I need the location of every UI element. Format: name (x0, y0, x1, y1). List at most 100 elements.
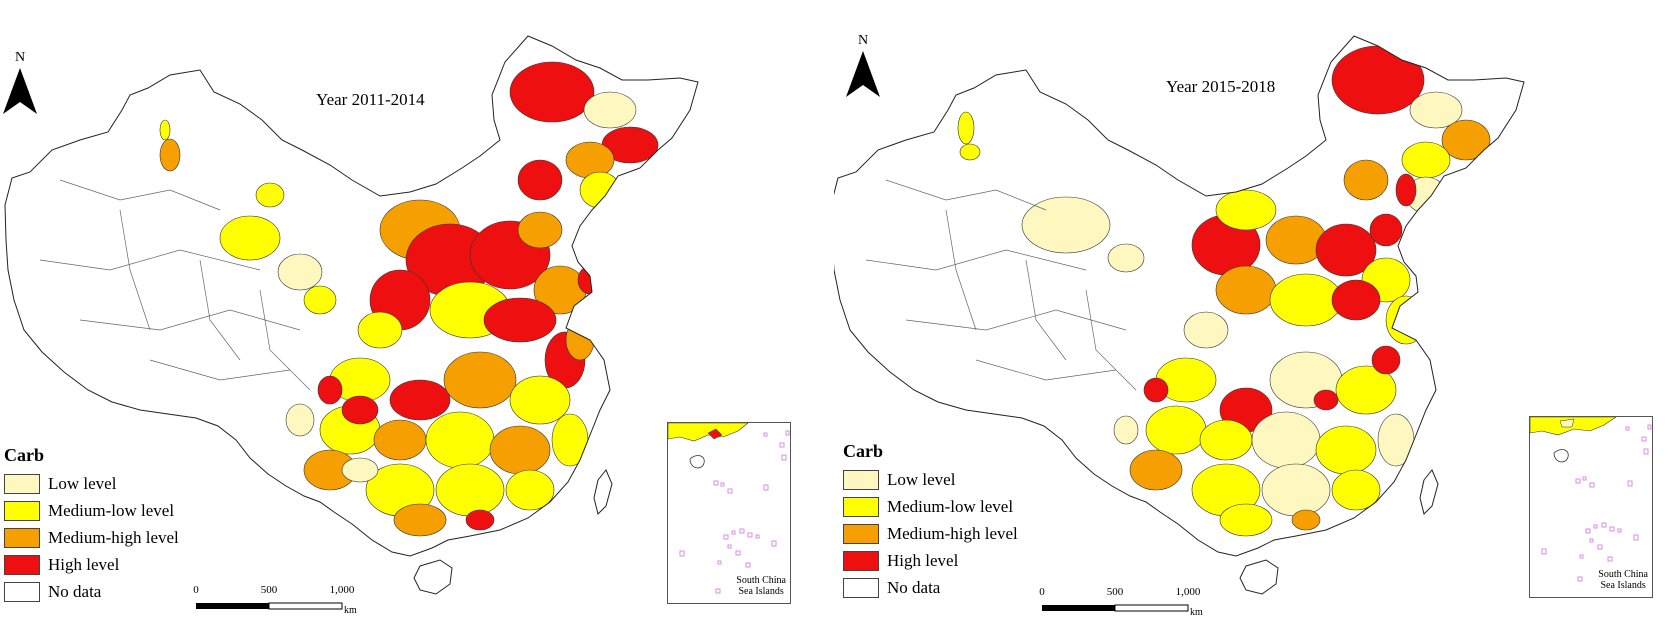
region-high (517, 159, 563, 201)
legend-swatch (843, 577, 879, 598)
legend-label: High level (887, 550, 959, 570)
map-panel-2011-2014: Year 2011-2014 N Carb Low level Medium-l… (3, 35, 791, 616)
scale-tick: 500 (1106, 586, 1124, 598)
legend-label: Medium-high level (48, 527, 179, 547)
region-medium-high (1441, 119, 1491, 161)
north-label: N (14, 50, 26, 65)
region-medium-low (357, 311, 403, 349)
province-border (199, 259, 241, 361)
province-border (975, 359, 1117, 381)
region-medium-high (373, 419, 427, 461)
legend: Carb Low level Medium-low level Medium-h… (843, 441, 1018, 601)
map-title: Year 2015-2018 (1166, 77, 1276, 96)
province-border (885, 179, 1047, 211)
region-high (389, 379, 451, 421)
inset-label: South China Sea Islands (736, 575, 786, 597)
country-border (4, 35, 699, 557)
region-high (1369, 213, 1403, 247)
region-medium-low (1215, 189, 1277, 231)
legend-swatch (4, 554, 40, 575)
regions (834, 36, 1524, 556)
legend-label: Medium-low level (887, 496, 1014, 516)
region-low (277, 253, 323, 291)
legend-title: Carb (4, 445, 44, 465)
region-medium-low (1269, 273, 1343, 327)
legend-swatch (4, 473, 40, 494)
region-low (1261, 463, 1331, 517)
legend-swatch (4, 500, 40, 521)
map-panel-2015-2018: Year 2015-2018 N Carb Low level Medium-l… (834, 0, 1668, 641)
legend-item-medium-low: Medium-low level (843, 493, 1018, 520)
choropleth-map (834, 35, 1525, 595)
region-medium-high (443, 351, 517, 409)
inset-islands (1529, 416, 1652, 582)
choropleth-map (4, 35, 699, 595)
region-medium-low (959, 143, 981, 161)
inset-islands (667, 422, 790, 594)
legend-item-medium-low: Medium-low level (4, 497, 179, 524)
region-low (1377, 413, 1415, 467)
legend-label: No data (887, 577, 941, 597)
region-low (1107, 243, 1145, 273)
legend-swatch (4, 527, 40, 548)
region-medium-high (517, 211, 563, 249)
map-title: Year 2011-2014 (316, 90, 425, 109)
region-medium-high (1291, 509, 1321, 531)
inset-label-line: South China (736, 575, 786, 586)
legend: Carb Low level Medium-low level Medium-h… (4, 445, 179, 605)
legend-label: No data (48, 581, 102, 601)
inset-label: South China Sea Islands (1598, 569, 1648, 591)
legend-swatch (4, 581, 40, 602)
legend-item-low: Low level (4, 470, 179, 497)
scale-tick: 0 (193, 584, 199, 596)
legend-item-high: High level (843, 547, 1018, 574)
inset-map: South China Sea Islands (1529, 416, 1653, 598)
inset-label-line: Sea Islands (1600, 580, 1646, 591)
region-medium-low (255, 182, 285, 208)
region-low (1409, 91, 1463, 129)
region-low (1113, 415, 1139, 445)
region-high (509, 61, 595, 123)
region-medium-high (489, 425, 551, 475)
legend-label: Medium-low level (48, 500, 175, 520)
legend-label: Low level (887, 469, 956, 489)
region-low (1021, 196, 1111, 254)
region-low (285, 403, 315, 437)
region-medium-high (1215, 265, 1277, 315)
region-high (341, 395, 379, 425)
province-border (259, 289, 311, 391)
north-arrow-icon (846, 51, 880, 97)
province-border (149, 359, 291, 381)
region-high (1315, 223, 1377, 277)
legend-item-low: Low level (843, 466, 1018, 493)
province-border (59, 179, 221, 211)
legend-swatch (843, 469, 879, 490)
scale-unit: km (344, 605, 357, 616)
region-medium-low (579, 171, 621, 209)
region-medium-high (1129, 449, 1183, 491)
legend-item-medium-high: Medium-high level (843, 520, 1018, 547)
taiwan-island (593, 469, 613, 515)
region-medium-high (565, 141, 615, 179)
region-medium-low (219, 215, 281, 261)
region-high (1331, 45, 1425, 115)
taiwan-island (1419, 469, 1439, 515)
region-medium-low (425, 411, 495, 469)
north-arrow: N (843, 33, 883, 102)
region-high (1371, 345, 1401, 375)
region-low (583, 91, 637, 129)
region-medium-low (551, 413, 589, 467)
inset-label-line: South China (1598, 569, 1648, 580)
region-medium-low (159, 119, 171, 141)
borders (834, 35, 1525, 595)
region-low (341, 457, 379, 483)
region-medium-high (1343, 159, 1389, 201)
region-high (465, 509, 495, 531)
province-border (945, 209, 977, 331)
region-medium-low (1385, 295, 1427, 345)
region-medium-low (1331, 469, 1381, 511)
scale-tick: 0 (1039, 586, 1045, 598)
legend-title: Carb (843, 441, 883, 461)
region-medium-low (509, 375, 571, 425)
region-medium-low (1315, 425, 1377, 475)
